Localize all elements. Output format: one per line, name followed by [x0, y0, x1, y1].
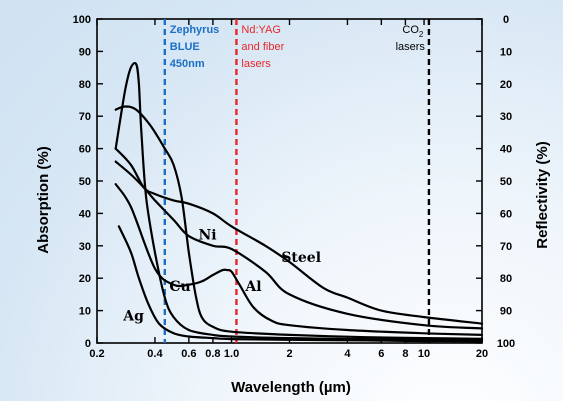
x-tick-label: 8	[402, 348, 408, 360]
curve-label-ag: Ag	[122, 308, 144, 324]
y-axis-title: Absorption (%)	[35, 146, 52, 253]
y2-tick-label: 60	[500, 208, 512, 220]
x-tick-label: 0.4	[147, 348, 163, 360]
x-tick-label: 0.2	[89, 348, 104, 360]
curve-steel	[114, 147, 484, 325]
y-tick-label: 30	[79, 241, 91, 253]
curve-cu	[114, 105, 484, 340]
x-tick-label: 0.6	[181, 348, 196, 360]
y2-tick-label: 100	[497, 338, 515, 350]
reference-line-label: CO	[402, 24, 419, 36]
reference-line-label: lasers	[241, 58, 271, 70]
y-tick-label: 50	[79, 176, 91, 188]
curve-ni	[114, 160, 484, 330]
x-tick-label: 0.8	[205, 348, 220, 360]
curve-label-al: Al	[244, 279, 261, 295]
y2-tick-label: 10	[500, 46, 512, 58]
y-tick-label: 10	[79, 306, 91, 318]
curve-al	[114, 183, 484, 336]
y2-tick-label: 40	[500, 144, 512, 156]
x-axis-title: Wavelength (µm)	[231, 379, 351, 396]
reference-line-label: Zephyrus	[170, 24, 220, 36]
curve-label-steel: Steel	[281, 250, 321, 266]
y2-tick-label: 90	[500, 306, 512, 318]
reference-lines: Zephyrus BLUE 450nm Nd:YAG and fiber lasers CO…	[163, 19, 431, 343]
y2-tick-label: 80	[500, 273, 512, 285]
reference-line-label: lasers	[396, 41, 426, 53]
y-tick-label: 70	[79, 111, 91, 123]
y2-tick-label: 70	[500, 241, 512, 253]
y-tick-label: 90	[79, 46, 91, 58]
y2-tick-label: 0	[503, 14, 509, 26]
curve-label-ni: Ni	[198, 227, 216, 243]
x-axis: 0.2 0.4 0.6 0.8 1.0 2 4 6 8 10 20	[89, 19, 488, 360]
x-tick-label: 6	[378, 348, 384, 360]
curve-label-cu: Cu	[169, 279, 190, 295]
x-tick-label: 20	[476, 348, 488, 360]
y-axis-left: 0 10 20 30 40 50 60 70 80 90 100	[73, 14, 103, 350]
curve-labels: Ag Cu Ni Al Steel	[122, 227, 321, 324]
curve-unlabeled	[114, 61, 484, 341]
curve-ag	[117, 225, 484, 343]
series-curves	[114, 61, 484, 343]
y-tick-label: 80	[79, 79, 91, 91]
y-tick-label: 0	[85, 338, 91, 350]
reference-line-label: Nd:YAG	[241, 24, 281, 36]
reference-line-label: 450nm	[170, 58, 205, 70]
x-tick-label: 4	[344, 348, 351, 360]
y2-tick-label: 30	[500, 111, 512, 123]
reference-line-label: BLUE	[170, 41, 200, 53]
y-tick-label: 60	[79, 144, 91, 156]
reference-line-subscript: 2	[419, 30, 424, 39]
reference-line-label: and fiber	[241, 41, 284, 53]
y-tick-label: 20	[79, 273, 91, 285]
x-tick-label: 10	[418, 348, 430, 360]
y-tick-label: 100	[73, 14, 91, 26]
x-tick-label: 2	[286, 348, 292, 360]
y-tick-label: 40	[79, 208, 91, 220]
x-tick-label: 1.0	[224, 348, 239, 360]
y2-tick-label: 20	[500, 79, 512, 91]
y2-tick-label: 50	[500, 176, 512, 188]
y2-axis-title: Reflectivity (%)	[534, 141, 551, 249]
